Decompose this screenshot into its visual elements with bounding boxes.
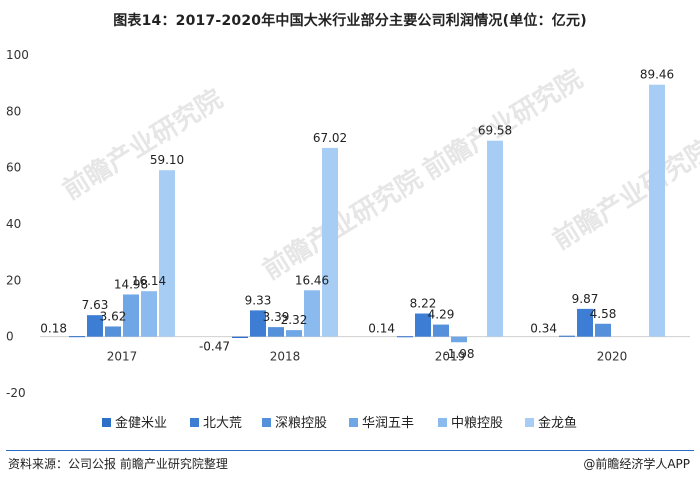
data-label: 67.02 bbox=[313, 131, 347, 145]
x-tick-label: 2020 bbox=[597, 350, 628, 364]
data-label: 4.29 bbox=[428, 308, 455, 322]
legend-label: 金龙鱼 bbox=[538, 415, 577, 431]
legend-swatch bbox=[438, 418, 447, 427]
source-note: 资料来源：公司公报 前瞻产业研究院整理 bbox=[8, 457, 228, 471]
data-label: 2.32 bbox=[281, 313, 308, 327]
data-label: 16.14 bbox=[132, 274, 166, 288]
watermark-text: 前瞻产业研究院 bbox=[547, 133, 700, 256]
data-label: 0.14 bbox=[368, 322, 395, 336]
bar-4-2019 bbox=[451, 336, 467, 343]
data-label: 4.58 bbox=[590, 307, 617, 321]
bar-4-2017 bbox=[123, 294, 139, 337]
bar-1-2020 bbox=[559, 335, 575, 337]
data-label: 69.58 bbox=[478, 124, 512, 138]
bar-1-2018 bbox=[232, 336, 248, 338]
data-label: 59.10 bbox=[150, 153, 184, 167]
bar-3-2017 bbox=[105, 326, 121, 337]
legend-label: 华润五丰 bbox=[362, 416, 414, 431]
y-tick-label: 100 bbox=[6, 48, 29, 62]
legend-label: 深粮控股 bbox=[275, 416, 327, 431]
bar-3-2018 bbox=[268, 327, 284, 337]
bar-1-2017 bbox=[69, 336, 85, 338]
x-tick-label: 2018 bbox=[270, 350, 301, 364]
y-tick-label: 20 bbox=[6, 273, 21, 287]
data-label: 9.87 bbox=[572, 292, 599, 306]
data-label: 0.18 bbox=[40, 322, 67, 336]
data-label: 16.46 bbox=[295, 273, 329, 287]
footer-divider bbox=[6, 450, 694, 451]
bar-2-2020 bbox=[577, 308, 593, 337]
data-label: 0.34 bbox=[530, 322, 557, 336]
bar-2-2018 bbox=[250, 310, 266, 337]
bar-6-2020 bbox=[649, 84, 665, 337]
bar-5-2017 bbox=[141, 291, 157, 337]
x-axis-labels: 2017 2018 2019 2020 bbox=[107, 350, 628, 364]
legend-swatch bbox=[349, 418, 358, 427]
legend-swatch bbox=[525, 418, 534, 427]
bar-6-2019 bbox=[487, 140, 503, 337]
y-axis: 100 80 60 40 20 0 -20 bbox=[6, 48, 29, 400]
data-label: 3.39 bbox=[263, 310, 290, 324]
data-label: 14.98 bbox=[114, 277, 148, 291]
bar-2-2017 bbox=[87, 315, 103, 337]
legend: 金健米业 北大荒 深粮控股 华润五丰 中粮控股 金龙鱼 bbox=[102, 415, 577, 431]
brand-credit: @前瞻经济学人APP bbox=[583, 457, 690, 471]
watermark-text: 前瞻产业研究院 bbox=[57, 83, 228, 206]
bar-3-2019 bbox=[433, 324, 449, 337]
data-label: 7.63 bbox=[82, 298, 109, 312]
bar-4-2018 bbox=[286, 330, 302, 337]
legend-swatch bbox=[262, 418, 271, 427]
legend-swatch bbox=[102, 418, 111, 427]
bar-2-2019 bbox=[415, 313, 431, 337]
y-tick-label: 60 bbox=[6, 161, 21, 175]
x-tick-label: 2019 bbox=[435, 350, 466, 364]
y-tick-label: -20 bbox=[6, 386, 26, 400]
data-label: -1.98 bbox=[443, 347, 474, 361]
legend-label: 北大荒 bbox=[203, 416, 242, 431]
legend-label: 中粮控股 bbox=[451, 416, 503, 431]
y-tick-label: 40 bbox=[6, 217, 21, 231]
chart-title: 图表14：2017-2020年中国大米行业部分主要公司利润情况(单位：亿元) bbox=[113, 13, 587, 29]
data-label: 8.22 bbox=[410, 297, 437, 311]
data-label: 89.46 bbox=[640, 68, 674, 82]
bar-3-2020 bbox=[595, 323, 611, 337]
legend-swatch bbox=[190, 418, 199, 427]
bars bbox=[69, 84, 665, 343]
y-tick-label: 80 bbox=[6, 104, 21, 118]
bar-5-2018 bbox=[304, 290, 320, 337]
watermark-text: 前瞻产业研究院 bbox=[257, 163, 428, 286]
y-tick-label: 0 bbox=[6, 330, 14, 344]
data-label: 3.62 bbox=[100, 309, 127, 323]
bar-6-2018 bbox=[322, 147, 338, 337]
x-tick-label: 2017 bbox=[107, 350, 138, 364]
legend-label: 金健米业 bbox=[115, 415, 167, 431]
bar-6-2017 bbox=[159, 170, 175, 337]
data-label: -0.47 bbox=[199, 340, 230, 354]
data-label: 9.33 bbox=[245, 293, 272, 307]
bar-1-2019 bbox=[397, 336, 413, 338]
